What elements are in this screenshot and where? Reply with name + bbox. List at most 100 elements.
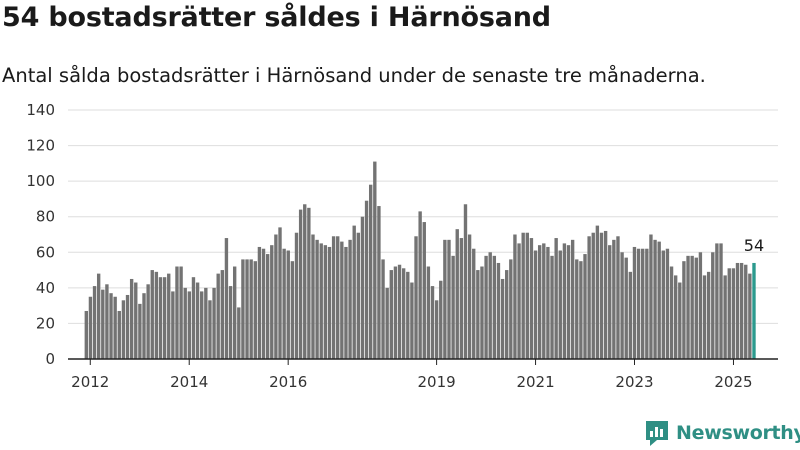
x-tick-label: 2019 xyxy=(418,373,456,391)
bar xyxy=(612,239,616,359)
bar xyxy=(298,209,303,359)
x-tick-label: 2014 xyxy=(170,373,208,391)
bar xyxy=(364,200,369,359)
bar xyxy=(117,310,121,359)
y-tick-label: 140 xyxy=(26,101,55,119)
bar xyxy=(447,239,451,359)
bar xyxy=(129,278,134,359)
bar xyxy=(459,238,464,359)
bar xyxy=(270,245,274,359)
bar xyxy=(542,243,546,359)
bar xyxy=(303,204,307,359)
bar xyxy=(570,239,575,359)
bar xyxy=(377,206,381,359)
bar xyxy=(237,307,241,359)
bar xyxy=(678,282,682,359)
bar xyxy=(125,294,130,359)
bar xyxy=(154,271,159,359)
bar xyxy=(434,300,439,359)
y-axis-ticks: 0 20 40 60 80 100 120 140 xyxy=(26,101,55,368)
bar xyxy=(401,268,406,359)
bar xyxy=(669,266,674,359)
y-tick-label: 20 xyxy=(36,314,55,332)
bar xyxy=(315,239,319,359)
bar xyxy=(665,248,670,359)
bar xyxy=(171,291,175,359)
bar xyxy=(550,255,554,359)
bar xyxy=(443,239,447,359)
x-tick-label: 2021 xyxy=(516,373,554,391)
bar xyxy=(88,296,93,359)
bar xyxy=(212,287,216,359)
bar xyxy=(533,250,538,359)
bar xyxy=(480,266,484,359)
bar xyxy=(216,273,220,359)
bar xyxy=(146,284,150,359)
bar xyxy=(537,245,542,359)
y-tick-label: 40 xyxy=(36,279,55,297)
y-tick-label: 0 xyxy=(45,350,55,368)
bar xyxy=(414,236,418,359)
bar xyxy=(241,259,245,359)
bar xyxy=(727,268,731,359)
bar xyxy=(406,271,410,359)
bar xyxy=(307,207,311,359)
bar xyxy=(558,250,562,359)
bar xyxy=(509,259,513,359)
bar xyxy=(711,252,715,359)
bar xyxy=(636,248,641,359)
bar xyxy=(191,277,196,359)
bar xyxy=(356,232,361,359)
bar xyxy=(715,243,719,359)
bar xyxy=(616,236,620,359)
bar xyxy=(418,211,422,359)
x-axis-ticks: 2012 2014 2016 2019 2021 2023 2025 xyxy=(71,359,753,391)
bar xyxy=(167,273,171,359)
bar xyxy=(484,255,488,359)
bar xyxy=(249,259,253,359)
bar xyxy=(476,270,480,359)
bar xyxy=(360,216,365,359)
bar xyxy=(208,300,212,359)
bar xyxy=(311,234,315,359)
y-tick-label: 60 xyxy=(36,243,55,261)
bar xyxy=(253,261,257,359)
bar xyxy=(505,270,509,359)
bar xyxy=(232,266,237,359)
bar xyxy=(327,246,332,359)
bar xyxy=(344,246,348,359)
bar xyxy=(587,236,591,359)
bar xyxy=(500,278,505,359)
bar xyxy=(608,245,612,359)
bar xyxy=(257,246,262,359)
bar xyxy=(682,261,686,359)
bar xyxy=(492,255,497,359)
bar xyxy=(109,293,113,359)
bar xyxy=(566,245,571,359)
bar xyxy=(463,204,468,359)
bar xyxy=(719,243,723,359)
bar xyxy=(340,241,344,359)
bar xyxy=(472,248,476,359)
bar xyxy=(381,259,385,359)
bar xyxy=(467,234,472,359)
y-tick-label: 80 xyxy=(36,208,55,226)
x-tick-label: 2023 xyxy=(615,373,653,391)
bar xyxy=(599,232,604,359)
bar xyxy=(546,246,550,359)
bar xyxy=(228,286,233,359)
newsworthy-logo[interactable]: Newsworthy xyxy=(644,418,800,448)
bar xyxy=(278,227,282,359)
bar xyxy=(690,255,694,359)
bar xyxy=(739,262,744,359)
bar xyxy=(162,277,167,359)
bar xyxy=(348,239,352,359)
bar xyxy=(261,248,266,359)
bar xyxy=(591,232,595,359)
bar xyxy=(628,271,633,359)
bar xyxy=(265,254,270,359)
bar xyxy=(105,284,109,359)
bar xyxy=(245,259,249,359)
bar xyxy=(731,268,736,359)
bar xyxy=(455,229,459,359)
